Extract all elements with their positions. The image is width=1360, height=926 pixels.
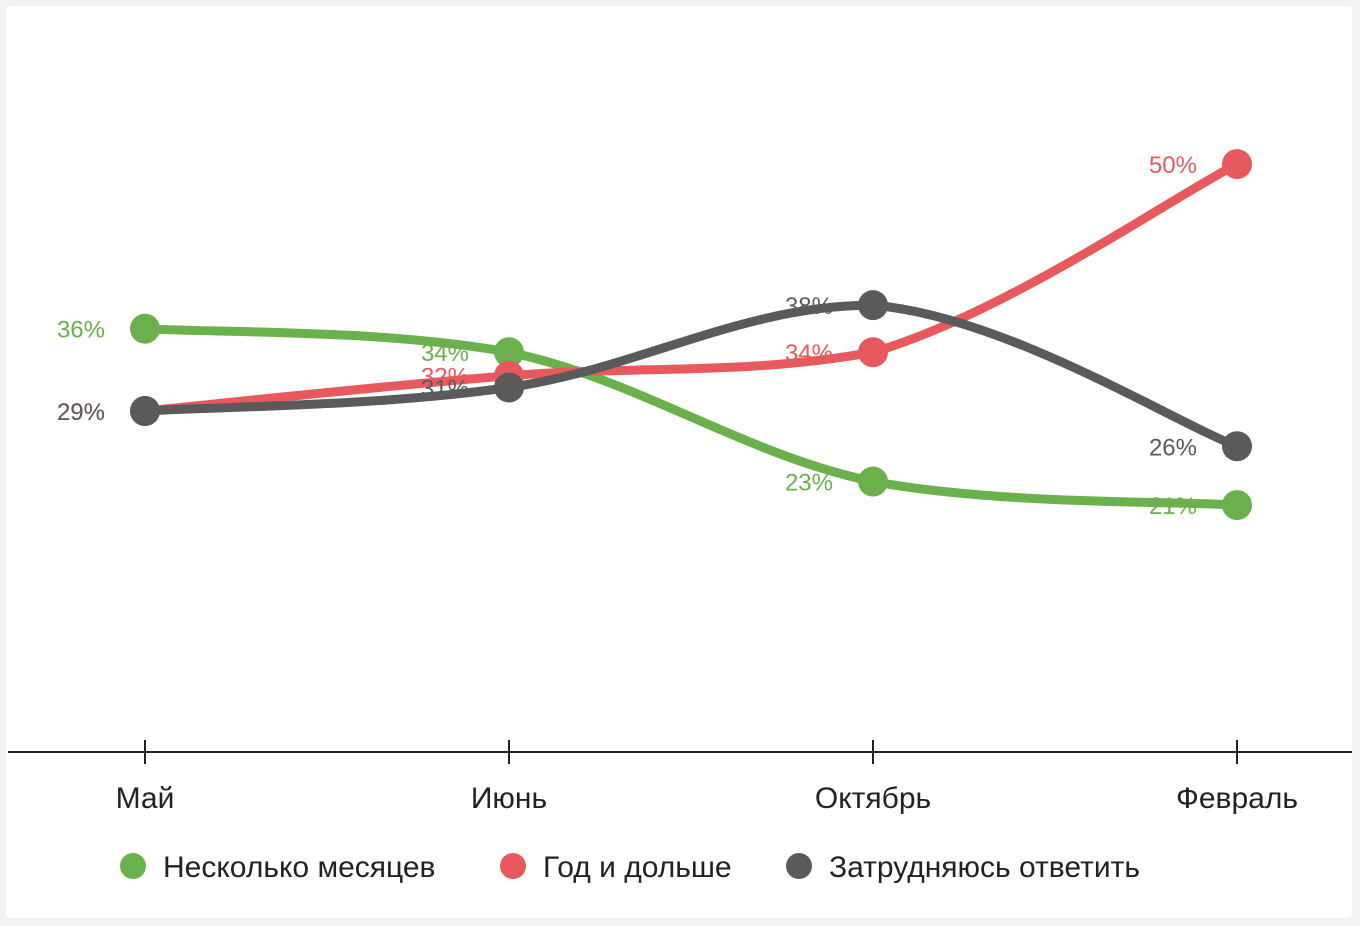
data-label: 21% [1149, 493, 1197, 520]
x-axis-ticks: Май Июнь Октябрь Февраль [116, 740, 1298, 815]
data-label: 29% [57, 399, 105, 426]
data-point [1222, 431, 1252, 462]
data-label: 32% [421, 364, 469, 391]
data-label: 50% [1149, 152, 1197, 179]
data-label: 34% [421, 340, 469, 367]
legend-label: Несколько месяцев [163, 851, 435, 884]
legend-marker [120, 853, 146, 879]
data-point [858, 290, 888, 321]
data-label: 38% [785, 293, 833, 320]
legend-marker [786, 853, 812, 879]
data-label: 29% [57, 399, 105, 426]
data-point [858, 337, 888, 368]
legend-label: Год и дольше [543, 851, 732, 884]
data-point [130, 313, 160, 344]
series-line [140, 159, 1242, 416]
data-point [858, 466, 888, 497]
data-point [130, 396, 160, 426]
data-label: 34% [785, 340, 833, 367]
series-lines [140, 159, 1242, 510]
legend-label: Затрудняюсь ответить [829, 851, 1140, 884]
x-tick-label: Июнь [471, 782, 547, 815]
data-label: 31% [421, 375, 469, 402]
data-label: 26% [1149, 434, 1197, 461]
series-points [130, 149, 1252, 521]
legend-marker [500, 853, 526, 879]
data-labels: 36%34%23%21%29%32%34%50%29%31%38%26% [57, 152, 1197, 520]
x-tick-label: Октябрь [815, 782, 931, 815]
legend: Несколько месяцев Год и дольше Затрудняюсь… [120, 851, 1140, 884]
data-point [1222, 490, 1252, 521]
data-label: 23% [785, 470, 833, 497]
data-point [494, 372, 524, 403]
data-label: 36% [57, 317, 105, 344]
series-line [140, 324, 1242, 510]
x-tick-label: Февраль [1176, 782, 1298, 815]
x-tick-label: Май [116, 782, 175, 815]
series-line [140, 300, 1242, 451]
chart-card [6, 6, 1352, 918]
data-point [1222, 149, 1252, 180]
data-point [494, 337, 524, 368]
